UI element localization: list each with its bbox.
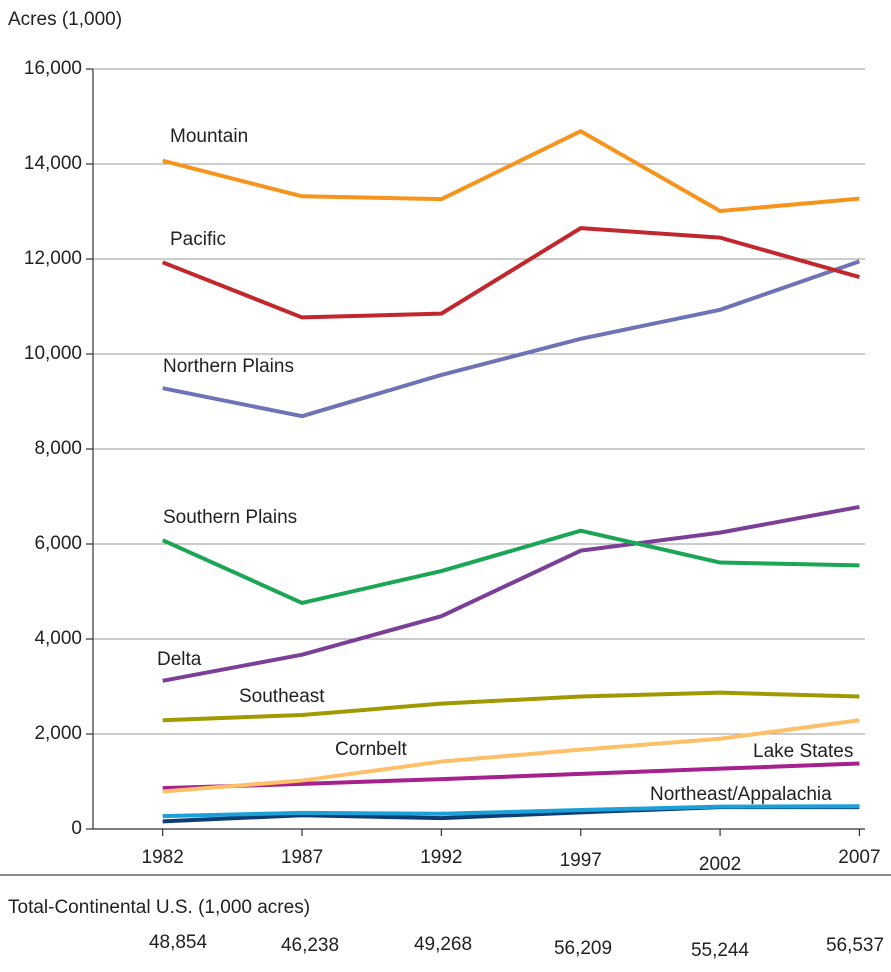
total-value: 46,238 bbox=[281, 935, 339, 956]
series-line bbox=[162, 129, 860, 214]
x-tick-label: 1997 bbox=[560, 850, 602, 871]
y-axis-title: Acres (1,000) bbox=[8, 9, 122, 30]
y-tick-label: 0 bbox=[71, 818, 82, 839]
y-tick-label: 4,000 bbox=[34, 628, 82, 649]
series-line bbox=[162, 718, 860, 794]
series-line bbox=[162, 259, 861, 419]
totals-title: Total-Continental U.S. (1,000 acres) bbox=[8, 897, 310, 918]
series-label: Mountain bbox=[170, 126, 248, 147]
series-label: Southeast bbox=[239, 686, 325, 707]
series-label: Pacific bbox=[170, 229, 226, 250]
series-label: Northeast/Appalachia bbox=[650, 784, 832, 805]
total-value: 48,854 bbox=[149, 932, 208, 953]
x-tick-label: 1992 bbox=[420, 847, 462, 868]
x-tick-label: 1987 bbox=[281, 847, 323, 868]
y-tick-label: 16,000 bbox=[24, 58, 82, 79]
x-tick-label: 2007 bbox=[838, 847, 880, 868]
y-tick-label: 8,000 bbox=[34, 438, 82, 459]
total-value: 55,244 bbox=[691, 940, 750, 961]
series-label: Cornbelt bbox=[335, 739, 408, 760]
series-line bbox=[161, 528, 860, 605]
y-tick-label: 14,000 bbox=[24, 153, 82, 174]
y-tick-label: 6,000 bbox=[34, 533, 82, 554]
series-label: Southern Plains bbox=[163, 507, 297, 528]
series-label: Delta bbox=[157, 649, 202, 670]
series-line bbox=[162, 504, 860, 683]
y-tick-label: 12,000 bbox=[24, 248, 82, 269]
total-value: 56,537 bbox=[826, 935, 884, 956]
series-label: Northern Plains bbox=[163, 356, 294, 377]
total-value: 49,268 bbox=[414, 934, 472, 955]
total-value: 56,209 bbox=[554, 938, 612, 959]
y-tick-label: 10,000 bbox=[24, 343, 82, 364]
series-line bbox=[162, 690, 860, 723]
x-tick-label: 2002 bbox=[699, 854, 741, 875]
x-tick-label: 1982 bbox=[142, 847, 184, 868]
series-line bbox=[161, 226, 860, 320]
series-line bbox=[162, 761, 860, 791]
series-line bbox=[162, 804, 860, 819]
series-label: Lake States bbox=[753, 741, 853, 762]
y-tick-label: 2,000 bbox=[34, 723, 82, 744]
